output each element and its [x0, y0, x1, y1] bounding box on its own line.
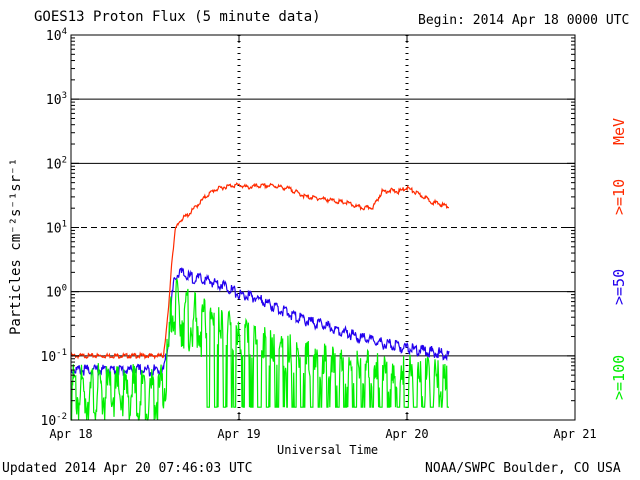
series-line-2 [71, 278, 449, 421]
y-axis-label: Particles cm⁻²s⁻¹sr⁻¹ [8, 158, 24, 335]
legend-entry-1: >=10 [610, 179, 628, 215]
y-tick-label-2: 102 [46, 155, 67, 172]
y-tick-label-5: 10-1 [41, 348, 68, 365]
footer-credit: NOAA/SWPC Boulder, CO USA [425, 461, 621, 476]
legend-entry-0: MeV [610, 118, 628, 145]
y-tick-label-6: 10-2 [41, 412, 68, 429]
series-layer [70, 182, 450, 421]
y-tick-label-4: 100 [46, 284, 67, 301]
x-tick-label-3: Apr 21 [553, 427, 596, 441]
x-tick-label-2: Apr 20 [385, 427, 428, 441]
y-tick-label-0: 104 [46, 27, 67, 44]
chart-title: GOES13 Proton Flux (5 minute data) [34, 9, 321, 25]
legend-entry-3: >=100 [610, 355, 628, 400]
x-tick-label-0: Apr 18 [49, 427, 92, 441]
y-tick-label-1: 103 [46, 91, 67, 108]
legend-layer: MeV >=10 >=50 >=100 [610, 118, 628, 400]
y-tick-label-3: 101 [46, 220, 67, 237]
series-line-1 [70, 266, 450, 377]
x-tick-label-1: Apr 19 [217, 427, 260, 441]
legend-entry-2: >=50 [610, 269, 628, 305]
begin-label: Begin: 2014 Apr 18 0000 UTC [418, 13, 630, 28]
series-line-0 [70, 182, 450, 360]
footer-updated: Updated 2014 Apr 20 07:46:03 UTC [2, 461, 253, 476]
x-axis-label: Universal Time [277, 443, 379, 457]
